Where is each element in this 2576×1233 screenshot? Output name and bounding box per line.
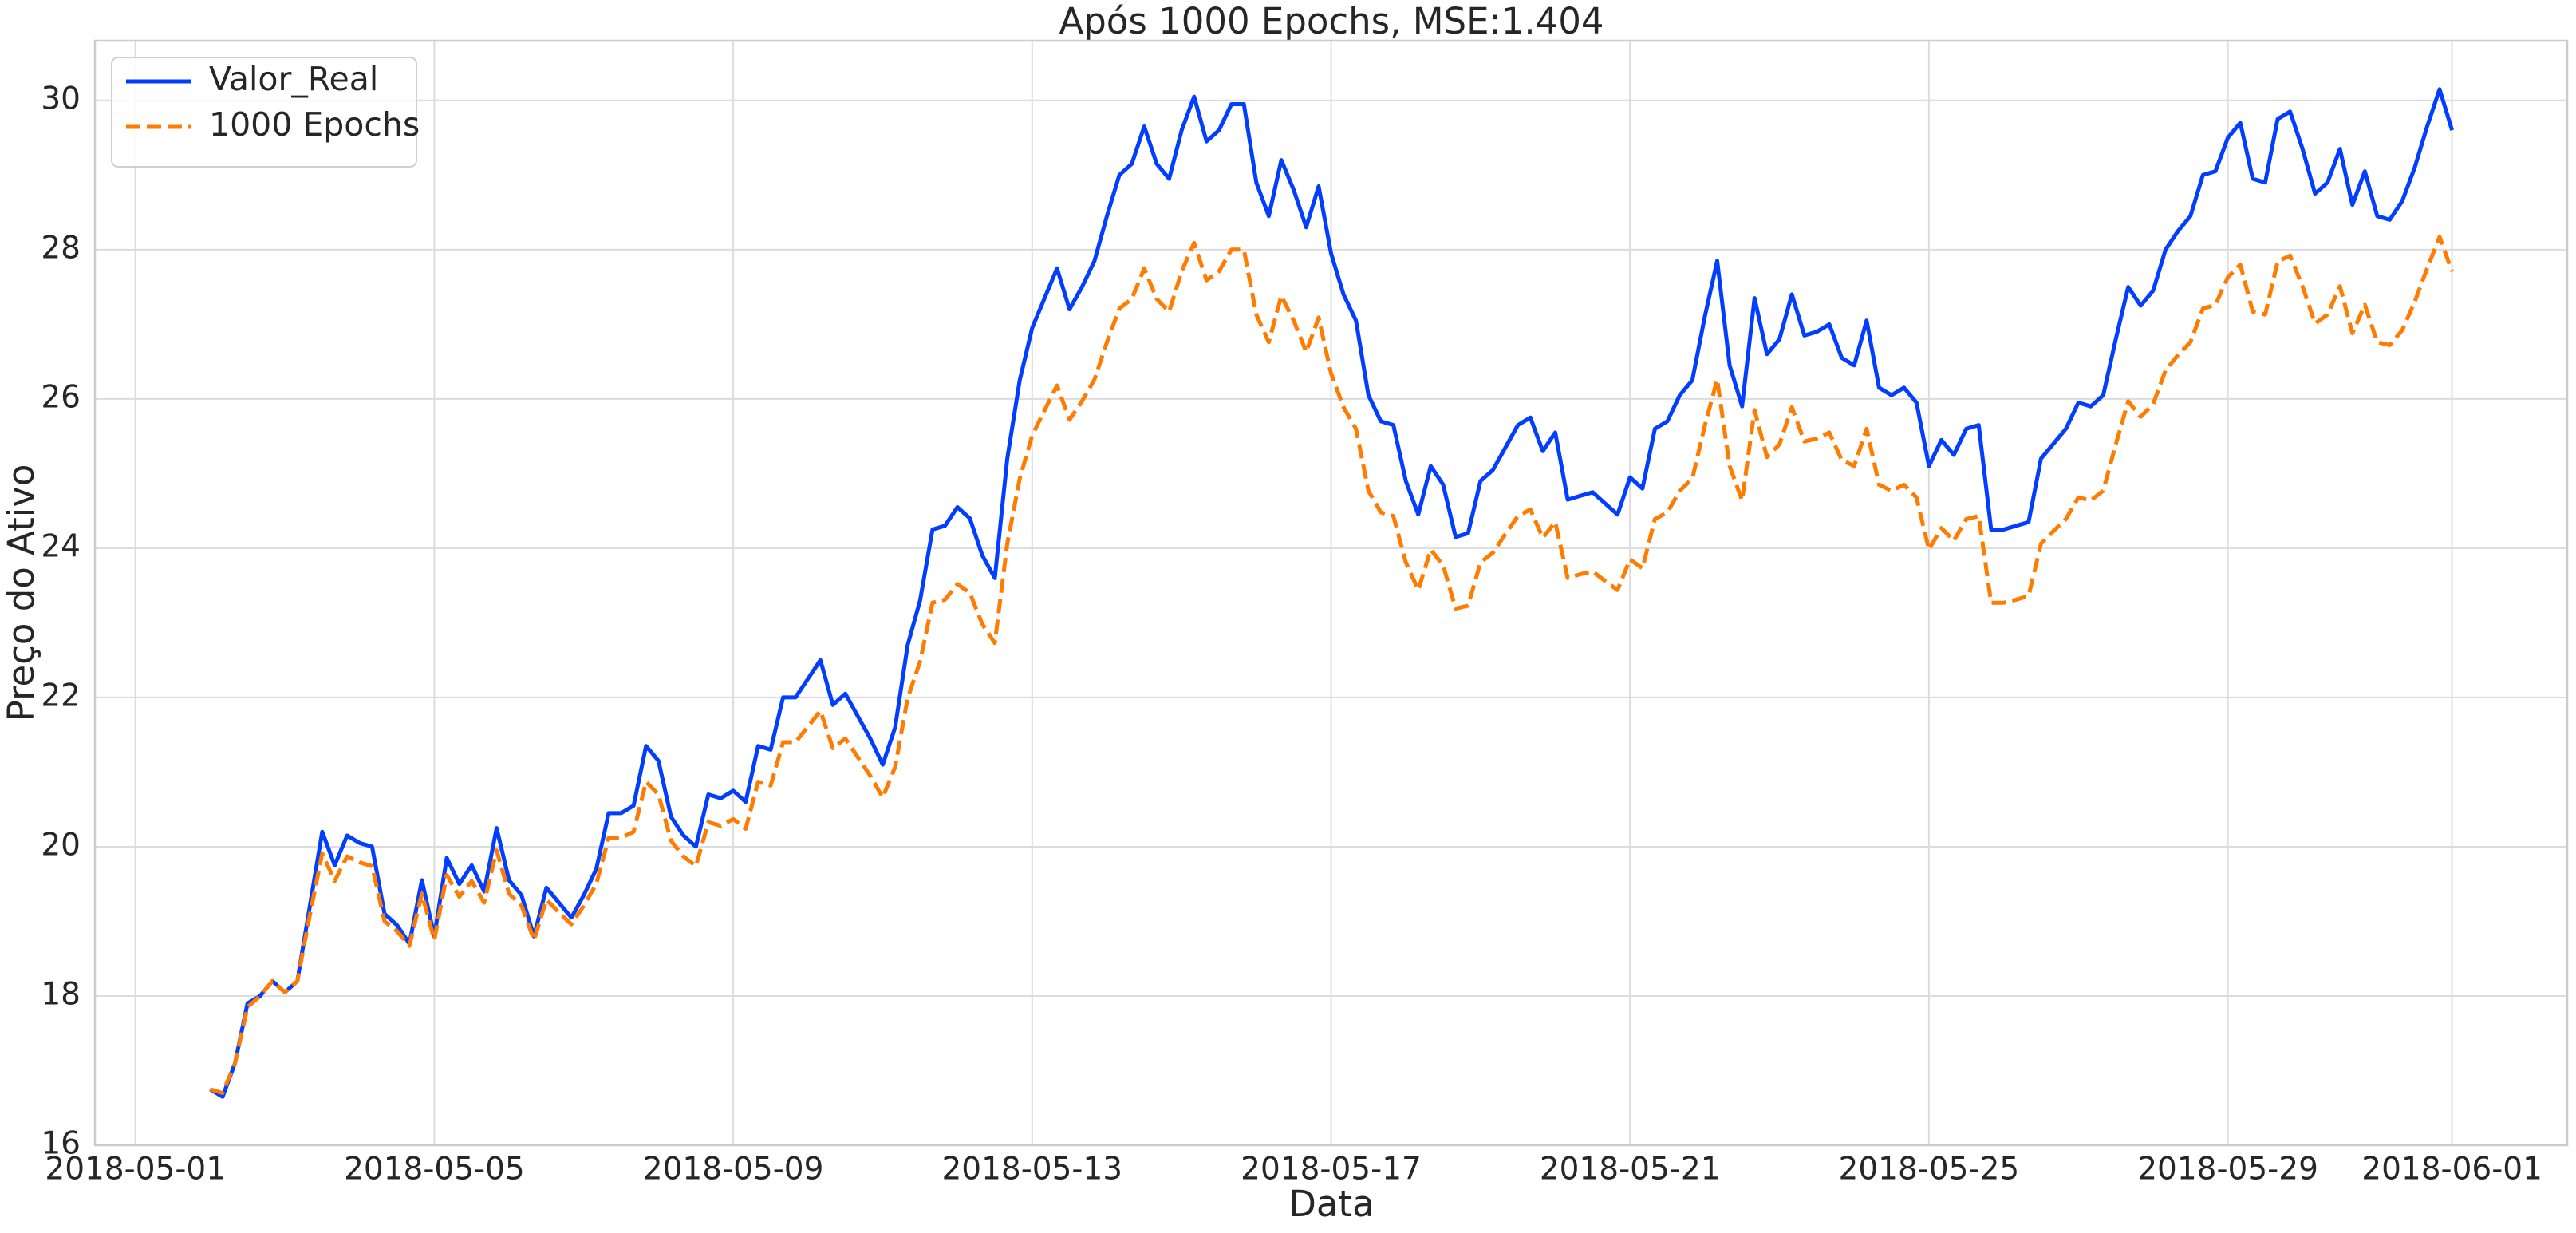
y-tick-label: 24 [41,528,81,564]
y-tick-label: 28 [41,230,81,266]
x-axis-label: Data [1288,1183,1374,1225]
x-tick-label: 2018-05-09 [643,1152,824,1188]
x-tick-label: 2018-06-01 [2361,1152,2542,1188]
x-tick-label: 2018-05-21 [1540,1152,1721,1188]
legend-label: 1000 Epochs [209,105,420,144]
y-tick-label: 30 [41,81,81,117]
x-tick-label: 2018-05-25 [1839,1152,2020,1188]
x-tick-label: 2018-05-17 [1241,1152,1422,1188]
x-tick-label: 2018-05-13 [941,1152,1122,1188]
series-line [209,87,2454,1099]
y-tick-label: 16 [41,1126,81,1162]
y-tick-label: 26 [41,379,81,415]
x-tick-label: 2018-05-05 [344,1152,525,1188]
series-line [209,235,2454,1095]
legend-box [111,57,417,168]
legend-label: Valor_Real [209,60,378,98]
legend: Valor_Real 1000 Epochs [111,57,420,168]
plot-frame [93,39,2569,1147]
x-tick-label: 2018-05-01 [45,1152,226,1188]
y-tick-label: 18 [41,976,81,1012]
x-tick-label: 2018-05-29 [2137,1152,2318,1188]
y-axis-label: Preço do Ativo [0,464,42,722]
y-tick-label: 20 [41,827,81,863]
y-tick-label: 22 [41,678,81,713]
chart-title: Após 1000 Epochs, MSE:1.404 [1059,0,1604,42]
